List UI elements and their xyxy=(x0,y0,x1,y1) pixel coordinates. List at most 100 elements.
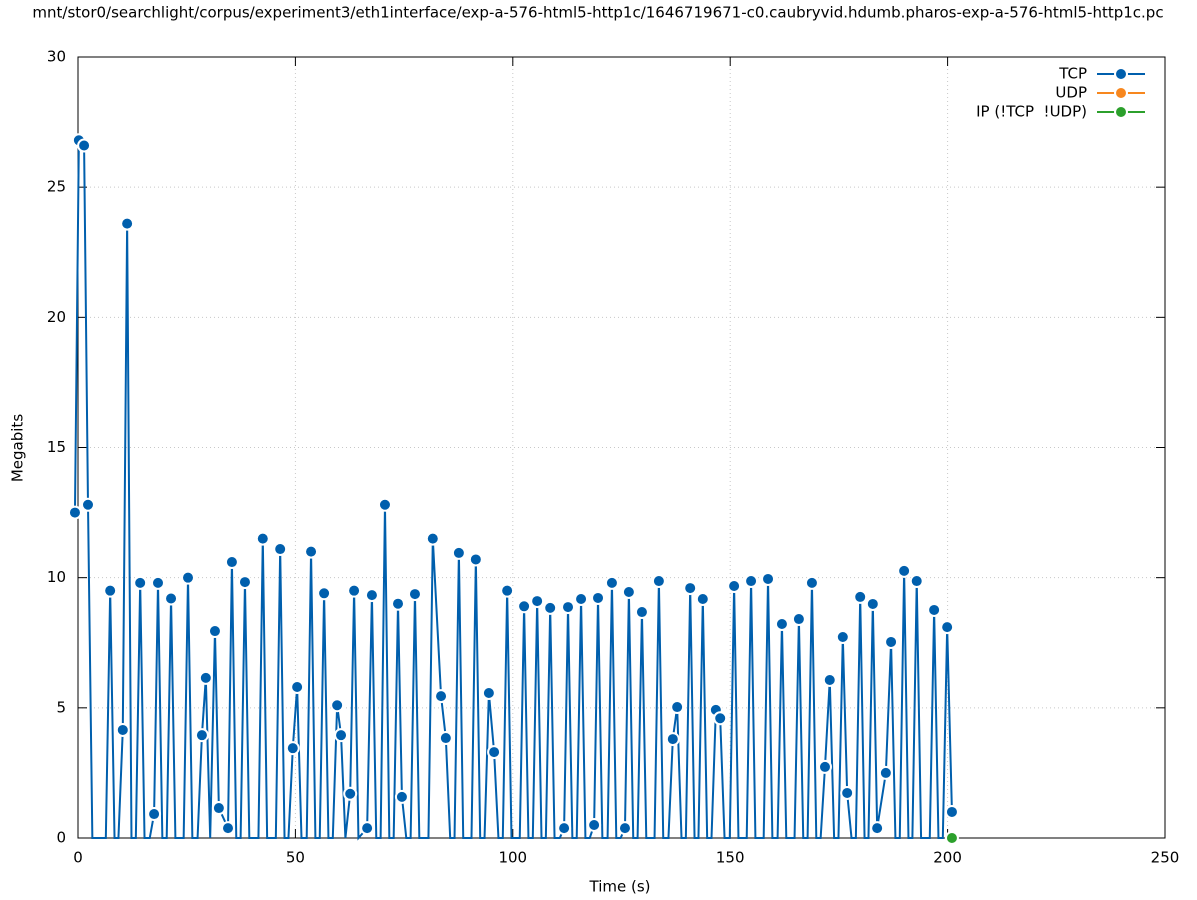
point xyxy=(927,602,942,617)
point xyxy=(878,765,893,780)
legend-marker xyxy=(1114,105,1128,119)
y-tick-label: 0 xyxy=(56,829,66,847)
point xyxy=(343,786,358,801)
x-axis-label: Time (s) xyxy=(589,878,651,896)
point xyxy=(804,575,819,590)
point xyxy=(207,624,222,639)
point xyxy=(835,630,850,645)
legend-label: TCP xyxy=(1058,65,1087,83)
y-tick-label: 25 xyxy=(47,178,66,196)
point xyxy=(634,605,649,620)
point xyxy=(147,807,162,822)
y-tick-label: 30 xyxy=(47,48,66,66)
legend-marker xyxy=(1114,67,1128,81)
point xyxy=(727,578,742,593)
point xyxy=(391,596,406,611)
point xyxy=(468,552,483,567)
point xyxy=(151,575,166,590)
y-axis-label: Megabits xyxy=(9,414,27,482)
point xyxy=(543,600,558,615)
point xyxy=(164,591,179,606)
point xyxy=(665,732,680,747)
point xyxy=(425,531,440,546)
point xyxy=(853,589,868,604)
y-tick-label: 5 xyxy=(56,698,66,716)
point xyxy=(713,711,728,726)
x-tick-label: 100 xyxy=(498,849,527,867)
point xyxy=(394,789,409,804)
point xyxy=(500,583,515,598)
point xyxy=(115,722,130,737)
point xyxy=(77,138,92,153)
point xyxy=(591,590,606,605)
point xyxy=(407,587,422,602)
point xyxy=(517,599,532,614)
point xyxy=(133,575,148,590)
point xyxy=(604,575,619,590)
point xyxy=(103,583,118,598)
point xyxy=(909,574,924,589)
point xyxy=(944,804,959,819)
point xyxy=(791,612,806,627)
point xyxy=(360,821,375,836)
y-tick-label: 20 xyxy=(47,308,66,326)
point xyxy=(617,821,632,836)
point xyxy=(67,505,82,520)
point xyxy=(683,581,698,596)
x-tick-label: 250 xyxy=(1151,849,1180,867)
x-tick-label: 0 xyxy=(73,849,83,867)
point xyxy=(561,600,576,615)
point xyxy=(334,728,349,743)
point xyxy=(761,571,776,586)
point xyxy=(487,745,502,760)
point xyxy=(822,672,837,687)
point xyxy=(744,574,759,589)
point xyxy=(865,596,880,611)
point xyxy=(255,531,270,546)
point xyxy=(198,670,213,685)
point xyxy=(285,741,300,756)
point xyxy=(944,831,959,845)
point xyxy=(481,685,496,700)
chart-title: mnt/stor0/searchlight/corpus/experiment3… xyxy=(32,4,1163,22)
point xyxy=(884,634,899,649)
point xyxy=(377,497,392,512)
point xyxy=(317,586,332,601)
point xyxy=(651,574,666,589)
y-tick-label: 15 xyxy=(47,438,66,456)
point xyxy=(530,594,545,609)
point xyxy=(940,620,955,635)
point xyxy=(774,617,789,632)
point xyxy=(330,698,345,713)
point xyxy=(224,555,239,570)
point xyxy=(81,497,96,512)
point xyxy=(438,731,453,746)
point xyxy=(347,583,362,598)
point xyxy=(451,545,466,560)
legend-label: IP (!TCP !UDP) xyxy=(976,103,1087,121)
point xyxy=(194,728,209,743)
point xyxy=(817,759,832,774)
point xyxy=(621,584,636,599)
point xyxy=(670,700,685,715)
point xyxy=(364,588,379,603)
point xyxy=(120,216,135,231)
legend-marker xyxy=(1114,86,1128,100)
x-tick-label: 200 xyxy=(933,849,962,867)
y-tick-label: 10 xyxy=(47,568,66,586)
legend-label: UDP xyxy=(1055,84,1087,102)
point xyxy=(840,785,855,800)
point xyxy=(870,821,885,836)
point xyxy=(695,592,710,607)
point xyxy=(557,821,572,836)
point xyxy=(290,680,305,695)
x-tick-label: 50 xyxy=(286,849,305,867)
point xyxy=(211,801,226,816)
point xyxy=(574,592,589,607)
point xyxy=(587,817,602,832)
x-tick-label: 150 xyxy=(716,849,745,867)
point xyxy=(304,544,319,559)
point xyxy=(273,542,288,557)
